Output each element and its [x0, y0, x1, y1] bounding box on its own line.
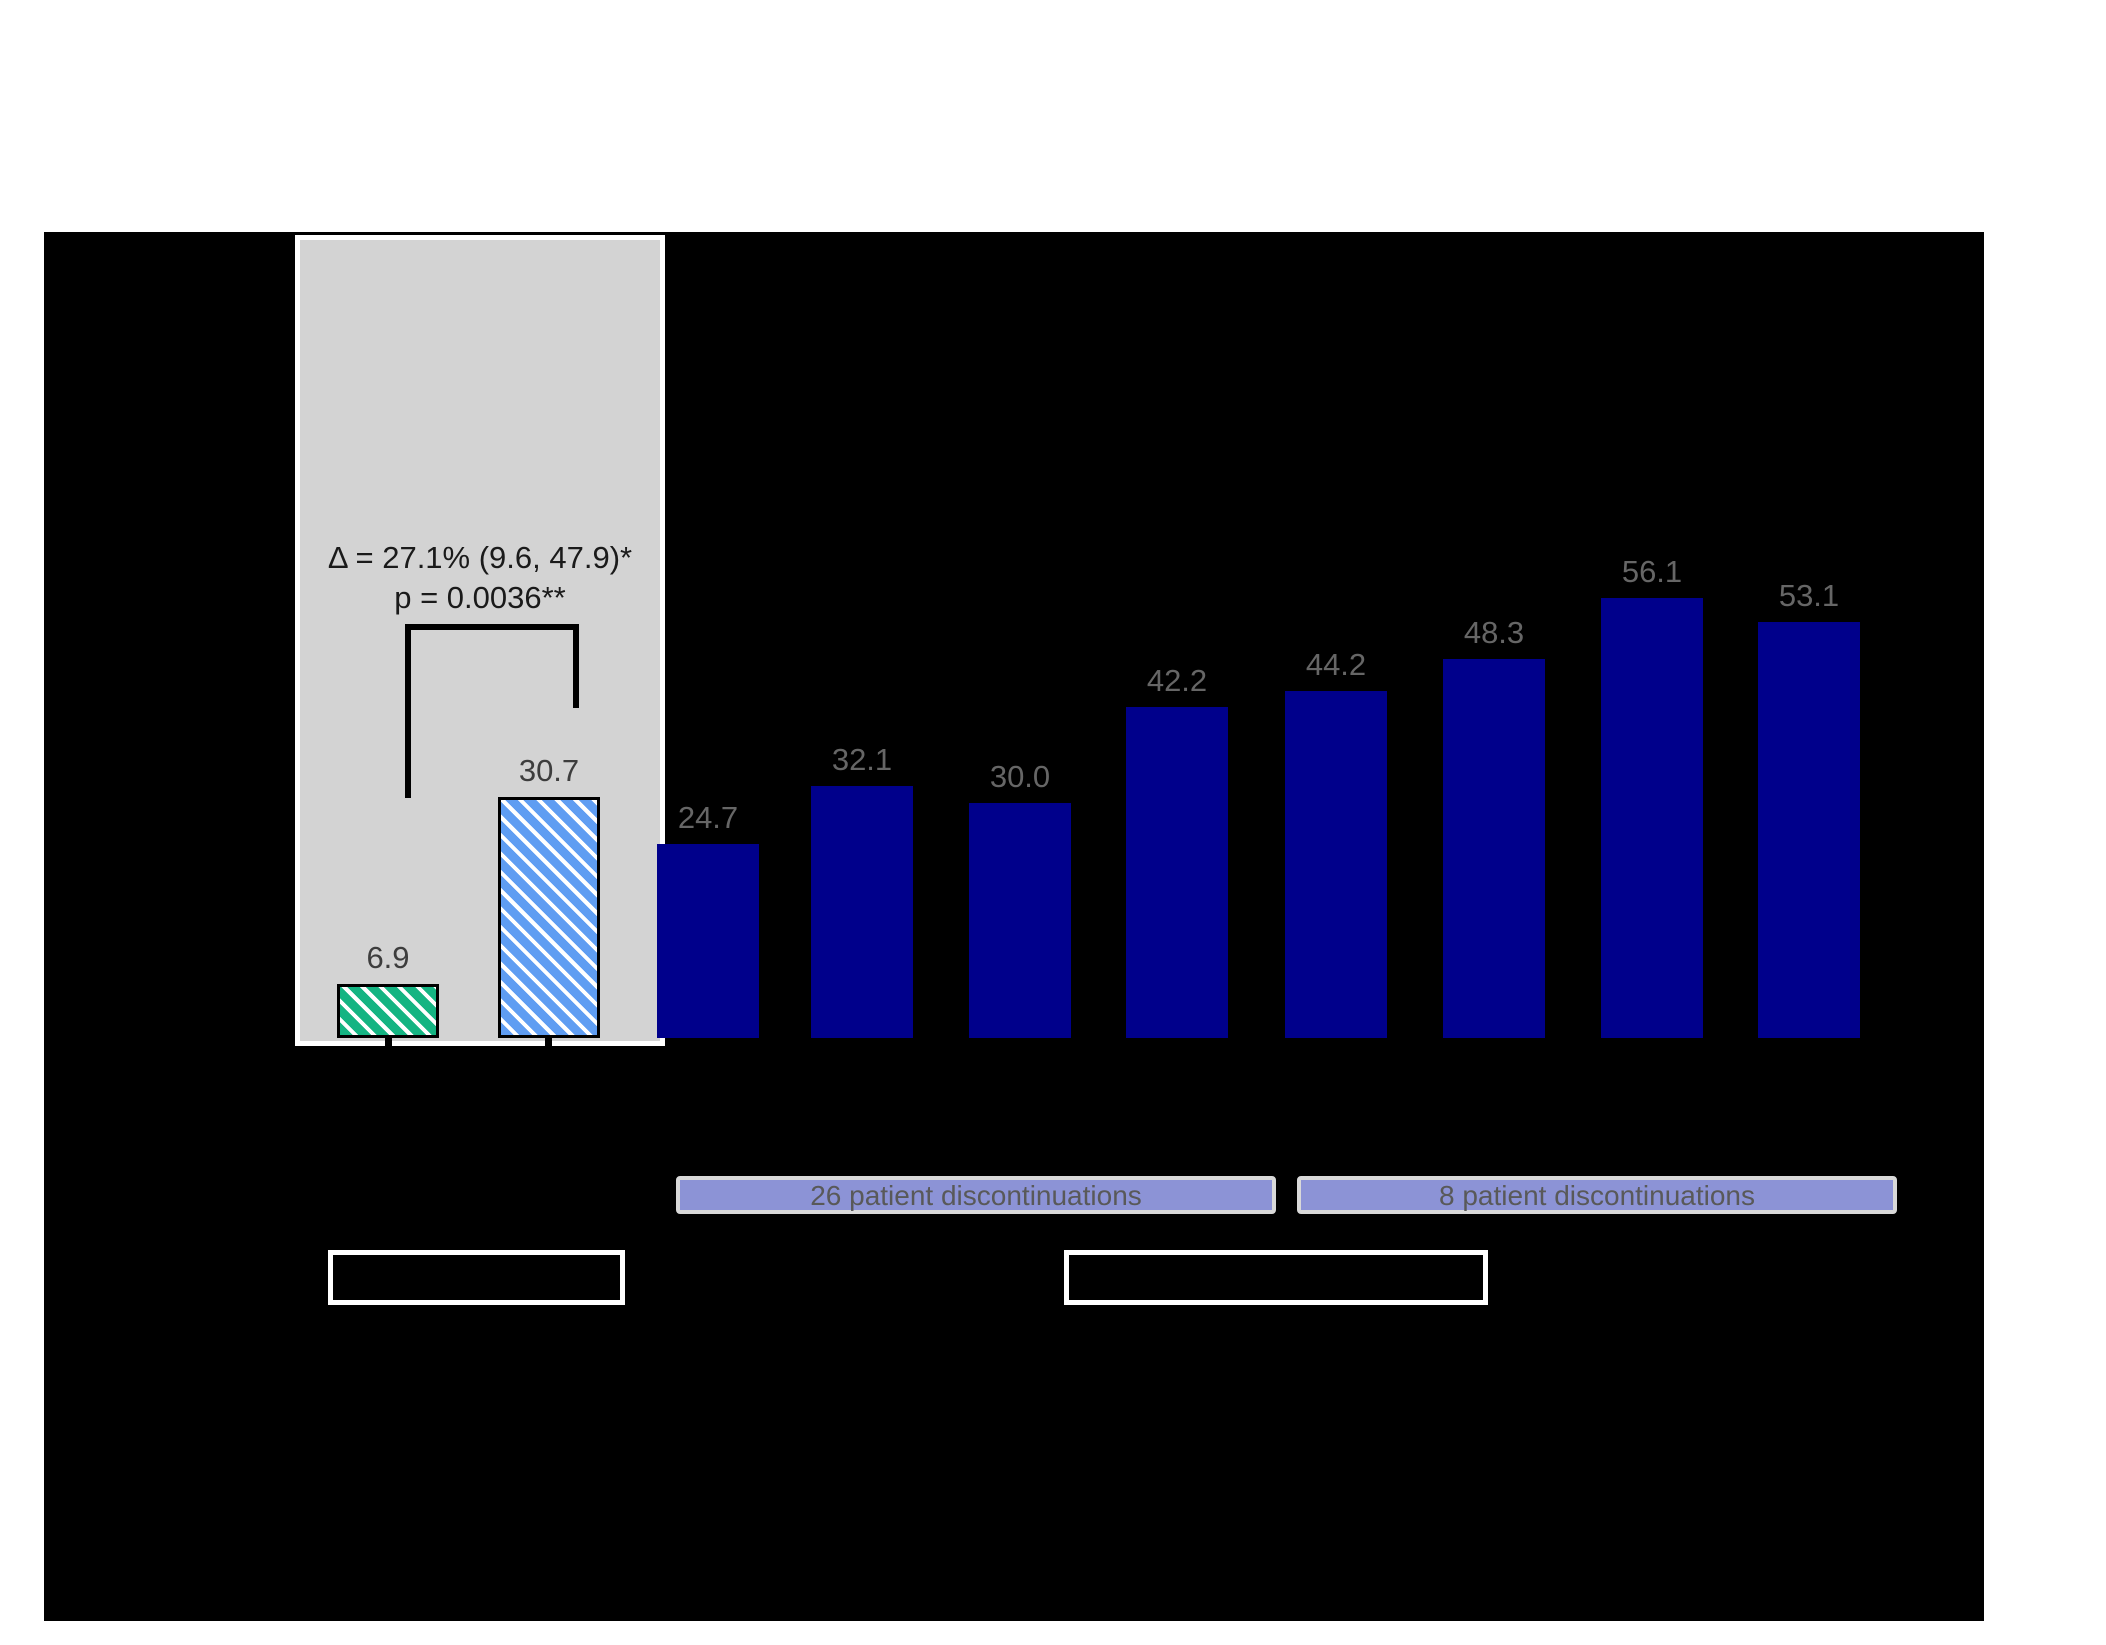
legend-box-double-blind — [328, 1250, 625, 1305]
delta-annotation: Δ = 27.1% (9.6, 47.9)* — [327, 540, 633, 575]
highlight-panel — [295, 235, 665, 1046]
x-axis-tick — [545, 1036, 552, 1051]
discontinuations-pill-1: 26 patient discontinuations — [676, 1176, 1276, 1214]
bar-2 — [498, 797, 600, 1038]
bar-value-label-3: 24.7 — [677, 800, 739, 835]
legend-box-open-label — [1064, 1250, 1488, 1305]
bar-value-label-9: 56.1 — [1621, 554, 1683, 589]
p-value-annotation: p = 0.0036** — [394, 580, 566, 615]
bar-8 — [1443, 659, 1545, 1038]
bar-value-label-7: 44.2 — [1305, 647, 1367, 682]
discontinuations-pill-2: 8 patient discontinuations — [1297, 1176, 1897, 1214]
bar-value-label-10: 53.1 — [1778, 578, 1840, 613]
comparison-bracket-right — [573, 624, 579, 708]
bar-6 — [1126, 707, 1228, 1038]
bar-value-label-5: 30.0 — [989, 759, 1051, 794]
bar-10 — [1758, 622, 1860, 1038]
bar-value-label-1: 6.9 — [366, 940, 410, 975]
bar-3 — [657, 844, 759, 1038]
bar-4 — [811, 786, 913, 1038]
x-axis-tick — [385, 1036, 392, 1051]
bar-5 — [969, 803, 1071, 1038]
significance-annotation: Δ = 27.1% (9.6, 47.9)* p = 0.0036** — [305, 538, 655, 618]
bar-value-label-2: 30.7 — [518, 753, 580, 788]
comparison-bracket-left — [405, 624, 411, 798]
bar-1 — [337, 984, 439, 1038]
bar-9 — [1601, 598, 1703, 1038]
bar-value-label-6: 42.2 — [1146, 663, 1208, 698]
bar-value-label-4: 32.1 — [831, 742, 893, 777]
comparison-bracket-top — [405, 624, 579, 630]
bar-value-label-8: 48.3 — [1463, 615, 1525, 650]
bar-7 — [1285, 691, 1387, 1038]
